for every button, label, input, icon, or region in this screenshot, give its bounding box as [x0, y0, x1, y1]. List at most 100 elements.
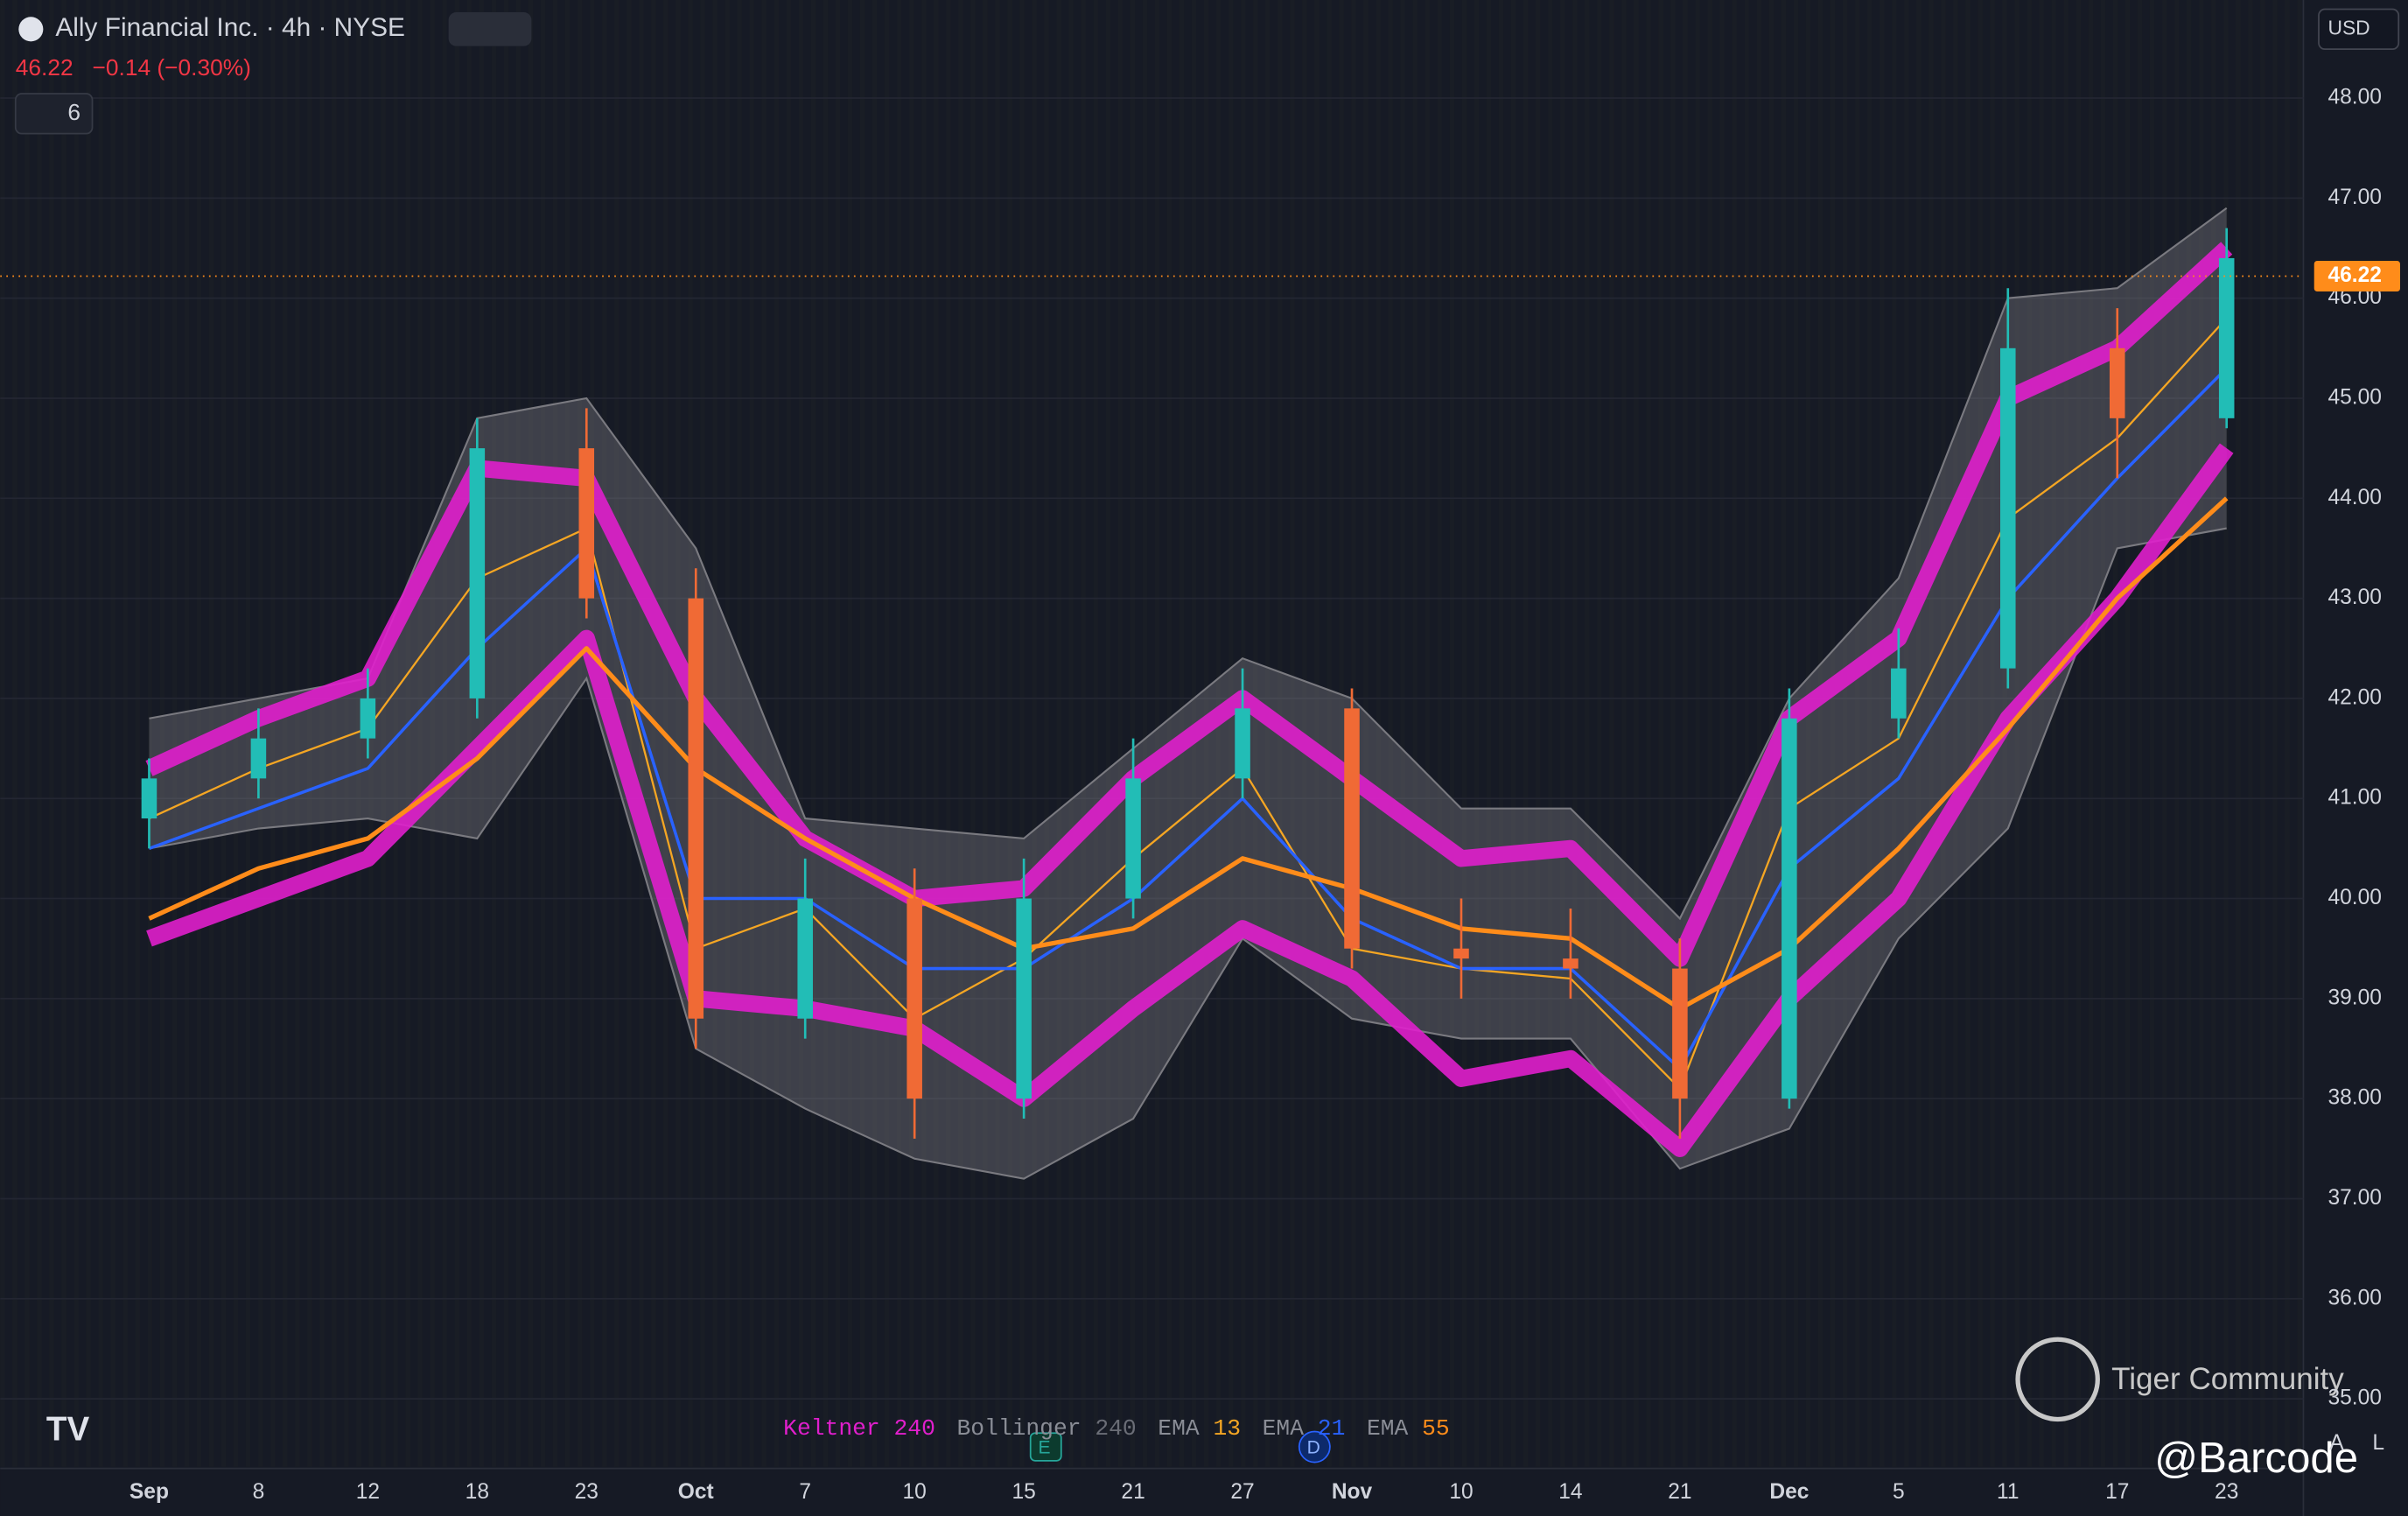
- stripe: [564, 0, 570, 1467]
- x-tick-label: 17: [2105, 1480, 2129, 1504]
- stripe: [2137, 0, 2143, 1467]
- candle-body: [797, 898, 813, 1019]
- stripe: [98, 0, 103, 1467]
- event-label: D: [1307, 1437, 1320, 1457]
- stripe: [822, 0, 829, 1467]
- stripe: [1424, 0, 1430, 1467]
- legend-name: EMA: [1263, 1415, 1305, 1442]
- stripe: [1867, 0, 1872, 1467]
- toggle[interactable]: [448, 12, 532, 46]
- x-tick-label: 21: [1121, 1480, 1144, 1504]
- candle-body: [1563, 958, 1578, 969]
- stripe: [515, 0, 522, 1467]
- y-tick-label: 37.00: [2328, 1186, 2382, 1210]
- ema-line: [148, 317, 2228, 1090]
- stripe: [2211, 0, 2216, 1467]
- stripe: [1695, 0, 1700, 1467]
- candle-body: [469, 448, 486, 698]
- stripe: [1634, 0, 1639, 1467]
- stripe: [2236, 0, 2241, 1467]
- stripe: [798, 0, 803, 1467]
- stripe: [528, 0, 534, 1467]
- candle-body: [360, 698, 376, 739]
- stripe: [147, 0, 152, 1467]
- candle-body: [1782, 718, 1797, 1099]
- stripe: [503, 0, 509, 1467]
- indicator-toggle[interactable]: [14, 93, 94, 135]
- stripe: [1486, 0, 1492, 1467]
- candle-body: [141, 778, 158, 819]
- x-tick-label: 10: [1449, 1480, 1473, 1504]
- stripe: [921, 0, 927, 1467]
- button[interactable]: A: [2329, 1431, 2344, 1455]
- stripe: [356, 0, 361, 1467]
- stripe: [1523, 0, 1529, 1467]
- stripe: [909, 0, 914, 1467]
- keltner-line: [145, 242, 2233, 967]
- stripe: [676, 0, 681, 1467]
- legend-length: 240: [1095, 1415, 1136, 1442]
- stripe: [1548, 0, 1553, 1467]
- stripe: [540, 0, 546, 1467]
- stripe: [1117, 0, 1123, 1467]
- stripe: [1658, 0, 1663, 1467]
- x-tick-label: 18: [466, 1480, 489, 1504]
- stripe: [983, 0, 988, 1467]
- stripe: [0, 0, 5, 1467]
- legend-name: EMA: [1158, 1415, 1200, 1442]
- stripe: [110, 0, 116, 1467]
- stripe: [393, 0, 398, 1467]
- stripe: [810, 0, 816, 1467]
- ema-line: [148, 367, 2228, 1070]
- stripe: [442, 0, 447, 1467]
- legend-name: EMA: [1367, 1415, 1409, 1442]
- stripe: [602, 0, 607, 1467]
- stripe: [1388, 0, 1393, 1467]
- legend-name: Keltner: [783, 1415, 880, 1442]
- stripe: [245, 0, 251, 1467]
- stripe: [737, 0, 742, 1467]
- stripe: [332, 0, 337, 1467]
- stripe: [2063, 0, 2068, 1467]
- candle-body: [1235, 708, 1250, 779]
- x-tick-label: 27: [1230, 1480, 1254, 1504]
- stripe: [2026, 0, 2032, 1467]
- button[interactable]: L: [2372, 1431, 2384, 1455]
- stripe: [1019, 0, 1025, 1467]
- stripe: [196, 0, 202, 1467]
- event-marker[interactable]: [1029, 1432, 1062, 1462]
- stripe: [1253, 0, 1258, 1467]
- stripe: [639, 0, 644, 1467]
- event-marker[interactable]: [1298, 1430, 1331, 1463]
- stripe: [2297, 0, 2302, 1467]
- stripe: [1978, 0, 1983, 1467]
- stripe: [258, 0, 263, 1467]
- stripe: [2149, 0, 2155, 1467]
- y-tick-label: 44.00: [2328, 486, 2382, 509]
- watermark: Tiger Community: [2111, 1362, 2344, 1396]
- stripe: [1732, 0, 1737, 1467]
- stripe: [761, 0, 766, 1467]
- y-tick-label: 47.00: [2328, 186, 2382, 209]
- stripe: [2112, 0, 2118, 1467]
- stripe: [1560, 0, 1565, 1467]
- y-tick-label: 45.00: [2328, 385, 2382, 409]
- stripe: [49, 0, 54, 1467]
- candle-body: [1344, 708, 1360, 949]
- currency-button[interactable]: [2318, 8, 2400, 51]
- stripe: [1412, 0, 1418, 1467]
- x-tick-label: 23: [575, 1480, 598, 1504]
- stripe: [626, 0, 632, 1467]
- stripe: [651, 0, 656, 1467]
- watermark: @Barcode: [2154, 1435, 2358, 1482]
- stripe: [122, 0, 128, 1467]
- stripe: [970, 0, 976, 1467]
- stripe: [2100, 0, 2106, 1467]
- x-tick-label: 15: [1012, 1480, 1035, 1504]
- stripe: [1916, 0, 1922, 1467]
- stripe: [1032, 0, 1037, 1467]
- stripe: [1376, 0, 1381, 1467]
- candle-body: [906, 898, 922, 1099]
- candle-body: [688, 598, 704, 1019]
- stripe: [835, 0, 841, 1467]
